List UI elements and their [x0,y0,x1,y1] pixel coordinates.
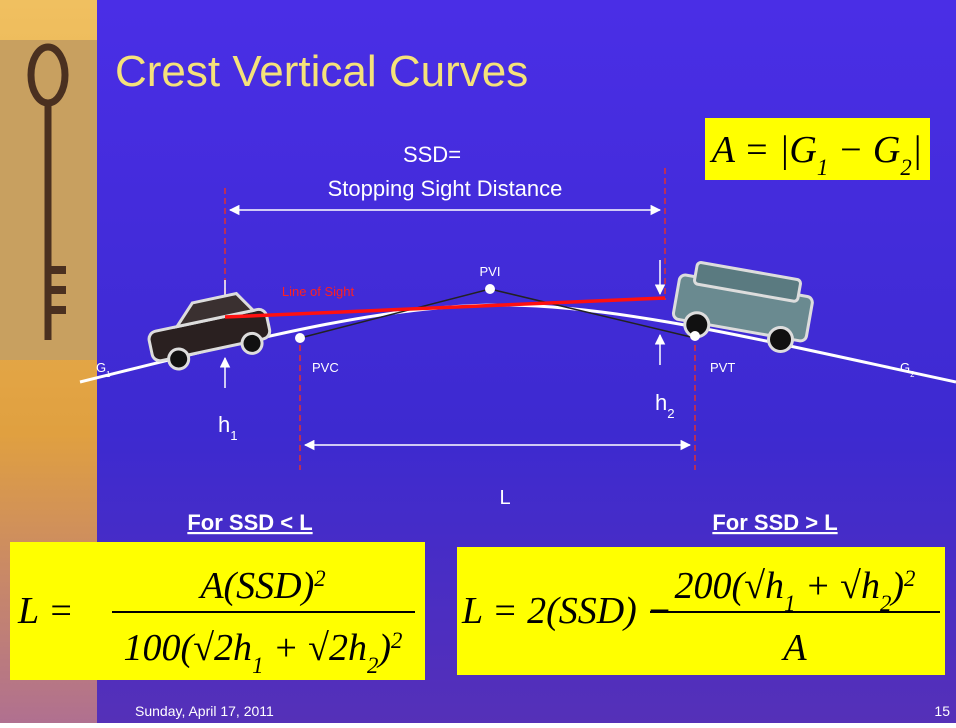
subscript: 2 [910,370,914,379]
superscript: 2 [391,628,402,653]
superscript: 2 [904,566,915,591]
math-part: L = [17,590,74,632]
pvi-label: PVI [480,264,501,279]
math-part: − G [828,129,900,171]
math-part: | [912,129,922,171]
subscript: 1 [106,370,110,379]
heading-left: For SSD < L [187,510,312,535]
math-part: 100(√2h [124,627,253,669]
subscript: 2 [367,653,378,678]
subscript: 2 [667,406,674,421]
line-of-sight-label: Line of Sight [282,284,355,299]
page: Crest Vertical Curves SSD= Stopping Sigh… [0,0,956,723]
math-part: 200(√h [675,565,785,607]
subscript: 1 [252,653,263,678]
pvt-label: PVT [710,360,735,375]
math-part: + √2h [263,627,367,669]
subscript: 2 [900,155,911,180]
subscript: 1 [817,155,828,180]
subscript: 1 [784,591,795,616]
pvc-label: PVC [312,360,339,375]
math-part: ) [889,565,904,607]
l-label: L [499,487,510,509]
subscript: 1 [230,428,237,443]
math-part: G [96,360,106,375]
footer-date: Sunday, April 17, 2011 [135,703,274,719]
math-part: G [900,360,910,375]
subscript: 2 [880,591,891,616]
math-part: L = 2(SSD) − [461,590,672,632]
ssd-label: SSD= [403,142,461,167]
math-text: L = 2(SSD) − [461,590,672,632]
superscript: 2 [314,566,325,591]
math-part: + √h [795,565,880,607]
math-text: A [780,627,807,669]
math-text: L = [17,590,74,632]
title: Crest Vertical Curves [115,47,528,96]
math-part: h [655,390,667,415]
ssd-full: Stopping Sight Distance [328,176,563,201]
math-text: A(SSD)2 [197,565,325,607]
math-part: ) [376,627,391,669]
math-part: h [218,412,230,437]
math-part: A = |G [709,129,817,171]
math-part: A [780,627,807,669]
heading-right: For SSD > L [712,510,837,535]
page-number: 15 [934,703,950,719]
math-part: A(SSD) [197,565,314,607]
slide: Crest Vertical Curves SSD= Stopping Sigh… [0,0,956,723]
